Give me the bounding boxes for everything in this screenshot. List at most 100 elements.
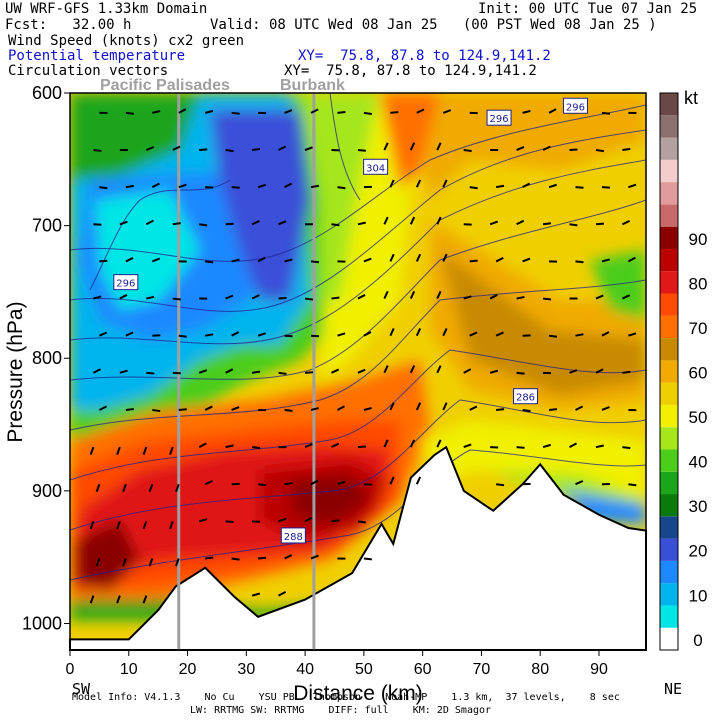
vector-arrow [172, 145, 181, 151]
y-axis-label: Pressure (hPa) [4, 301, 27, 442]
vector-arrow [436, 365, 442, 374]
vector-arrow [225, 444, 234, 449]
vector-arrow [621, 219, 631, 226]
ne-label: NE [664, 680, 683, 698]
x-tick-label: 50 [355, 661, 373, 678]
vector-arrow [389, 328, 395, 337]
vector-arrow [284, 554, 293, 560]
vector-arrow [337, 332, 346, 337]
vector-arrow [151, 257, 161, 263]
vector-arrow [99, 259, 108, 263]
vector-arrow [389, 476, 395, 485]
vector-arrow [251, 294, 260, 300]
vector-arrow [125, 184, 134, 189]
vector-arrow [542, 222, 552, 226]
vector-arrow [595, 149, 605, 153]
vector-arrow [383, 290, 389, 299]
vector-arrow [495, 331, 504, 337]
vector-arrow [489, 293, 498, 300]
vector-arrow [122, 483, 127, 493]
vector-arrow [116, 595, 121, 604]
vector-arrow [231, 557, 240, 561]
vector-arrow [331, 296, 340, 300]
vector-arrow [231, 258, 240, 263]
colorbar-tick-label: 60 [689, 364, 708, 383]
model-title: UW WRF-GFS 1.33km Domain [5, 1, 208, 17]
colorbar-tick-label: 20 [689, 542, 708, 561]
vector-arrow [278, 517, 287, 523]
vector-arrow [169, 521, 174, 530]
vector-arrow [148, 483, 154, 493]
vector-arrow [310, 184, 320, 189]
x-axis: 0 10 20 30 40 50 60 70 80 90 [66, 650, 608, 678]
colorbar-swatch [660, 115, 678, 138]
x-tick-label: 80 [531, 661, 549, 678]
theta-xy: XY= 75.8, 87.8 to 124.9,141.2 [298, 48, 551, 64]
vector-arrow [331, 223, 340, 227]
theta-label: Potential temperature [8, 48, 186, 64]
vector-arrow [284, 182, 293, 189]
vector-arrow [469, 186, 478, 190]
vector-arrow [622, 370, 631, 374]
vector-arrow [257, 256, 266, 263]
vector-arrow [178, 334, 187, 338]
vector-arrow [548, 183, 557, 189]
circulation-vectors [89, 108, 637, 604]
vector-arrow [331, 519, 340, 523]
vector-arrow [199, 148, 208, 152]
vector-arrow [284, 408, 293, 412]
colorbar-swatch [660, 516, 678, 539]
vector-arrow [463, 443, 472, 449]
colorbar-swatch [660, 204, 678, 227]
vector-arrow [125, 331, 134, 337]
vector-arrow [178, 408, 187, 411]
colorbar-swatch [660, 226, 678, 249]
colorbar-swatch [660, 494, 678, 517]
vector-arrow [93, 149, 102, 152]
colorbar-swatch [660, 93, 678, 116]
colorbar-swatch [660, 315, 678, 339]
vector-arrow [469, 259, 478, 263]
wind-speed-label: Wind Speed (knots) cx2 green [8, 33, 245, 49]
vector-arrow [363, 557, 372, 561]
vector-arrow [337, 111, 346, 114]
x-axis-label: Distance (km) [293, 682, 423, 705]
vector-arrow [621, 294, 631, 300]
vector-arrow [125, 257, 134, 263]
vector-arrow [409, 290, 416, 299]
vector-arrow [152, 110, 161, 114]
vector-arrow [548, 408, 558, 411]
vector-arrow [145, 219, 154, 226]
colorbar-tick-label: 40 [689, 453, 708, 472]
vector-arrow [258, 556, 267, 560]
vector-arrow [383, 365, 389, 374]
vector-arrow [522, 408, 531, 413]
vector-arrow [146, 295, 155, 300]
vector-arrow [92, 368, 101, 374]
colorbar-tick-label: 80 [689, 274, 708, 293]
vector-arrow [125, 111, 134, 115]
vector-arrow [225, 520, 234, 524]
colorbar-swatch [660, 627, 678, 650]
vector-arrow [198, 369, 208, 374]
y-tick-label: 600 [32, 83, 62, 103]
x-tick-label: 20 [179, 661, 197, 678]
vector-arrow [98, 405, 108, 411]
vector-arrow [204, 405, 213, 411]
vector-arrow [389, 253, 395, 262]
vector-arrow [363, 257, 372, 263]
vector-arrow [89, 521, 95, 530]
vector-arrow [601, 406, 610, 411]
vector-arrow [231, 186, 240, 189]
vector-arrow [601, 111, 611, 115]
vector-arrow [601, 186, 610, 189]
vector-arrow [331, 368, 340, 374]
vector-arrow [142, 595, 148, 604]
vector-arrow [516, 446, 525, 449]
vector-arrow [145, 146, 155, 151]
vector-arrow [204, 480, 213, 486]
vector-arrow [119, 220, 128, 226]
vector-arrow [116, 446, 121, 455]
vector-arrow [284, 109, 293, 114]
vector-arrow [310, 479, 319, 486]
